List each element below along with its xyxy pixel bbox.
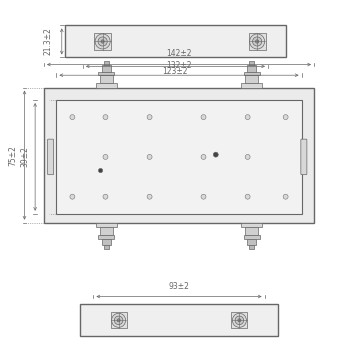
Bar — [246, 228, 258, 235]
Circle shape — [98, 168, 103, 173]
FancyBboxPatch shape — [301, 139, 307, 175]
Circle shape — [245, 114, 250, 120]
Circle shape — [95, 34, 110, 49]
Circle shape — [245, 194, 250, 199]
Bar — [57, 100, 301, 214]
Circle shape — [245, 154, 250, 159]
Bar — [241, 222, 262, 228]
Circle shape — [147, 154, 152, 159]
Bar — [104, 245, 109, 249]
Text: 132±2: 132±2 — [166, 60, 192, 69]
Bar — [231, 312, 247, 328]
Bar — [100, 228, 112, 235]
Bar — [102, 239, 111, 245]
Circle shape — [256, 40, 259, 43]
Bar — [102, 65, 111, 72]
Circle shape — [114, 316, 123, 325]
Text: 21.3±2: 21.3±2 — [44, 27, 53, 55]
Bar — [247, 239, 256, 245]
Circle shape — [70, 114, 75, 120]
Circle shape — [98, 37, 107, 46]
Circle shape — [283, 114, 288, 120]
Bar — [246, 75, 258, 83]
Bar — [249, 61, 254, 65]
Circle shape — [147, 114, 152, 120]
Bar — [244, 72, 260, 75]
Bar — [96, 83, 117, 87]
Circle shape — [101, 40, 104, 43]
Bar — [98, 235, 114, 239]
Bar — [104, 61, 109, 65]
Circle shape — [201, 194, 206, 199]
Circle shape — [201, 114, 206, 120]
Text: 123±2: 123±2 — [163, 67, 188, 76]
Circle shape — [103, 194, 108, 199]
Bar — [98, 72, 114, 75]
Bar — [94, 33, 111, 50]
Bar — [247, 65, 256, 72]
Bar — [96, 222, 117, 228]
Circle shape — [117, 319, 120, 322]
Text: 93±2: 93±2 — [169, 282, 189, 291]
Bar — [241, 83, 262, 87]
Bar — [65, 26, 286, 58]
Circle shape — [201, 154, 206, 159]
Bar — [111, 312, 127, 328]
Circle shape — [103, 114, 108, 120]
Circle shape — [238, 319, 241, 322]
Circle shape — [70, 194, 75, 199]
Circle shape — [250, 34, 265, 49]
Circle shape — [283, 194, 288, 199]
Circle shape — [232, 313, 246, 327]
Text: 39±2: 39±2 — [21, 147, 30, 167]
Bar — [249, 33, 266, 50]
Bar — [100, 75, 112, 83]
Circle shape — [103, 154, 108, 159]
Circle shape — [213, 152, 218, 157]
Bar — [79, 304, 279, 336]
FancyBboxPatch shape — [48, 139, 54, 175]
Text: 75±2: 75±2 — [8, 145, 18, 166]
Text: 142±2: 142±2 — [166, 49, 192, 58]
Circle shape — [235, 316, 244, 325]
Circle shape — [253, 37, 262, 46]
Bar — [244, 235, 260, 239]
Circle shape — [147, 194, 152, 199]
Bar — [249, 245, 254, 249]
Bar — [44, 87, 314, 222]
Circle shape — [112, 313, 126, 327]
